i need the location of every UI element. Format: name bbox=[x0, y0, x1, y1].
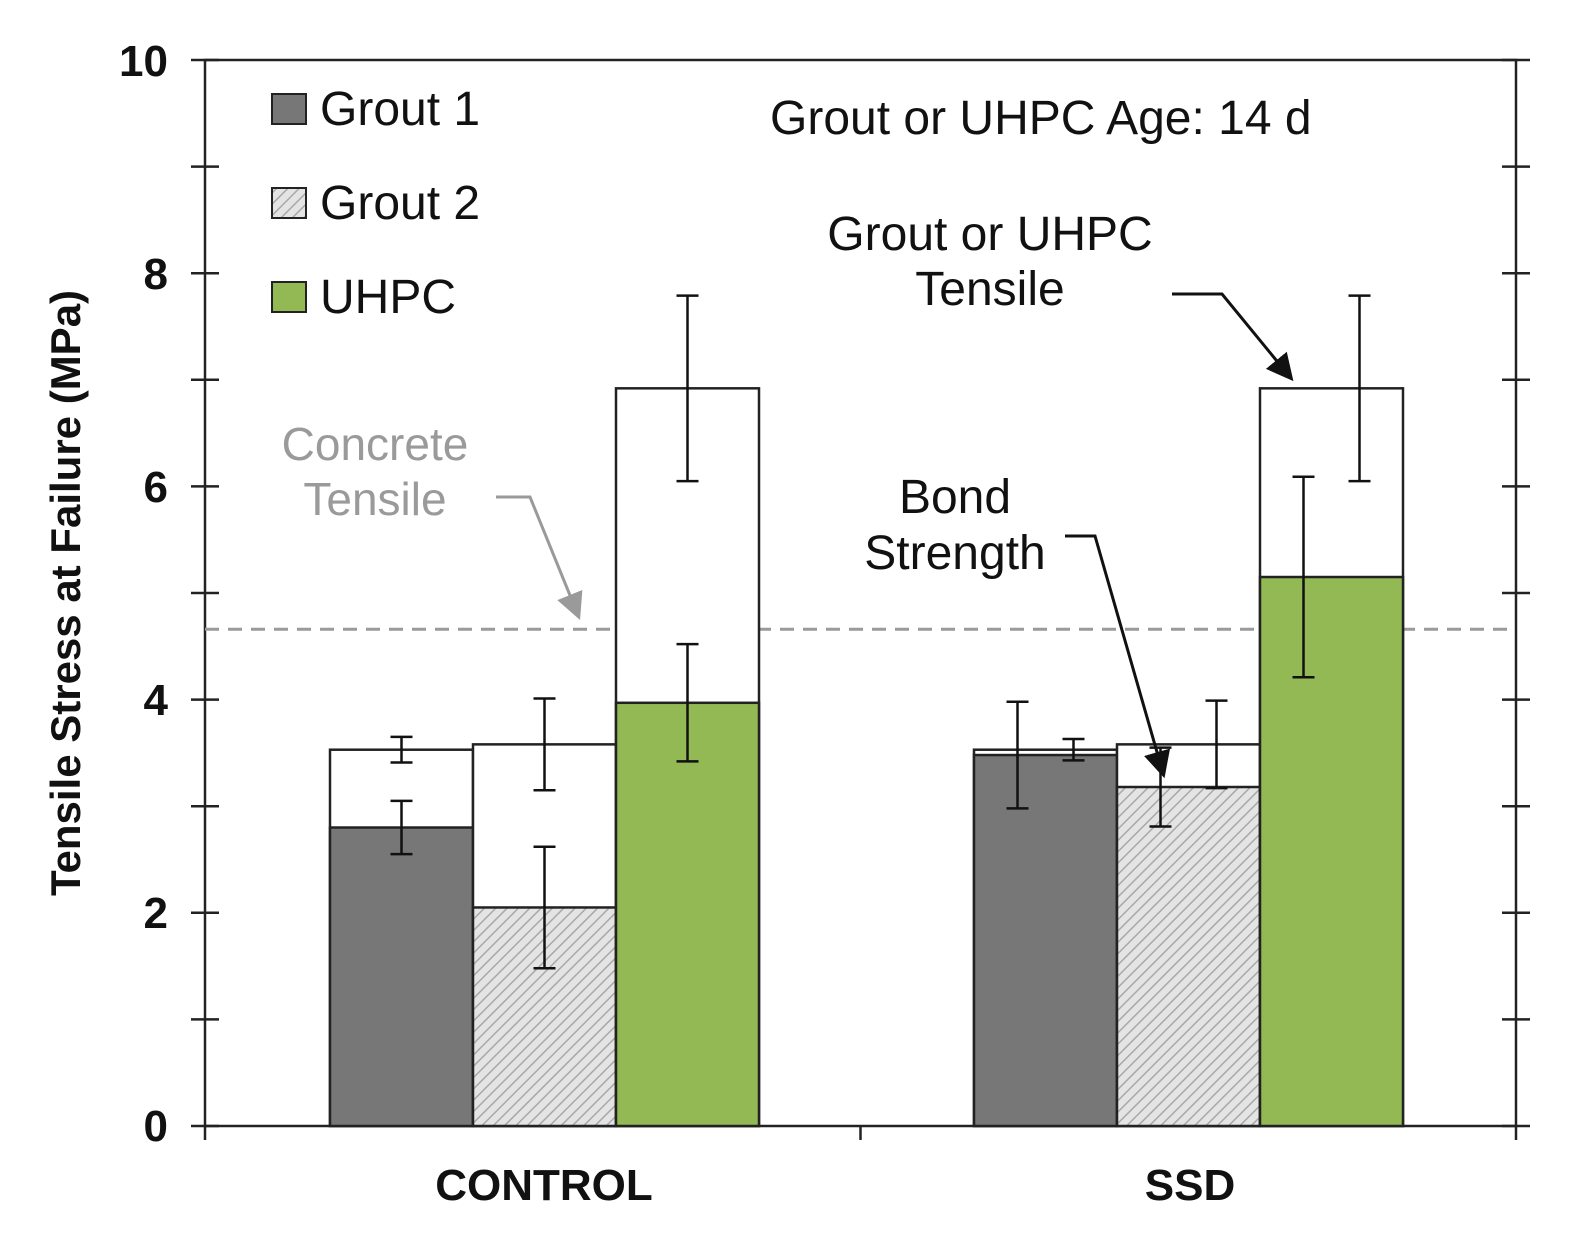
error-bar-bond-uhpc-ssd bbox=[1292, 475, 1315, 679]
error-bar-bond-grout-2-control bbox=[533, 845, 556, 970]
error-bar-tensile-uhpc-control bbox=[676, 294, 699, 483]
error-bar-tensile-uhpc-ssd bbox=[1348, 294, 1371, 483]
x-category-label-ssd: SSD bbox=[1145, 1161, 1235, 1210]
tensile-annotation-line1: Grout or UHPC bbox=[827, 208, 1152, 261]
error-bar-bond-grout-1-ssd bbox=[1006, 700, 1029, 810]
legend-swatch-grout-2 bbox=[271, 187, 307, 219]
bond-annotation-line1: Bond bbox=[899, 471, 1011, 524]
error-bar-tensile-grout-1-control bbox=[390, 735, 413, 764]
tensile-arrow bbox=[1172, 292, 1294, 382]
bond-annotation-line2: Strength bbox=[864, 527, 1045, 580]
bars-group bbox=[328, 387, 1405, 1128]
error-bar-bond-grout-1-control bbox=[390, 799, 413, 856]
y-tick-label: 6 bbox=[144, 463, 168, 512]
legend: Grout 1 Grout 2 UHPC bbox=[271, 83, 480, 324]
concrete-tensile-label-line1: Concrete bbox=[282, 418, 469, 470]
concrete-tensile-label-line2: Tensile bbox=[303, 473, 446, 525]
y-tick-label: 0 bbox=[144, 1102, 168, 1151]
age-annotation: Grout or UHPC Age: 14 d bbox=[770, 92, 1312, 145]
error-bar-tensile-grout-2-control bbox=[533, 697, 556, 792]
y-tick-label: 4 bbox=[144, 676, 169, 725]
legend-label-grout-1: Grout 1 bbox=[320, 83, 480, 136]
y-tick-labels: 0 2 4 6 8 10 bbox=[119, 37, 168, 1151]
x-category-label-control: CONTROL bbox=[435, 1161, 653, 1210]
bar-bond-uhpc-control bbox=[614, 701, 761, 1128]
y-tick-label: 10 bbox=[119, 37, 168, 86]
bar-bond-uhpc-ssd bbox=[1258, 575, 1405, 1128]
bar-bond-grout-1-control bbox=[328, 826, 475, 1128]
bond-arrow bbox=[1065, 534, 1171, 779]
error-bar-bond-uhpc-control bbox=[676, 642, 699, 763]
concrete-tensile-arrow bbox=[496, 495, 583, 621]
y-tick-label: 2 bbox=[144, 889, 168, 938]
legend-label-uhpc: UHPC bbox=[320, 271, 456, 324]
bar-bond-grout-2-ssd bbox=[1115, 785, 1262, 1128]
y-axis-title: Tensile Stress at Failure (MPa) bbox=[42, 290, 89, 896]
legend-swatch-uhpc bbox=[271, 281, 307, 313]
bar-bond-grout-1-ssd bbox=[972, 753, 1119, 1128]
tensile-annotation-line2: Tensile bbox=[915, 263, 1064, 316]
error-bar-tensile-grout-1-ssd bbox=[1062, 737, 1085, 762]
legend-label-grout-2: Grout 2 bbox=[320, 177, 480, 230]
error-bars-group bbox=[390, 294, 1371, 970]
legend-swatch-grout-1 bbox=[271, 93, 307, 125]
error-bar-tensile-grout-2-ssd bbox=[1205, 699, 1228, 790]
y-tick-label: 8 bbox=[144, 250, 168, 299]
axis-ticks bbox=[191, 58, 1530, 1140]
